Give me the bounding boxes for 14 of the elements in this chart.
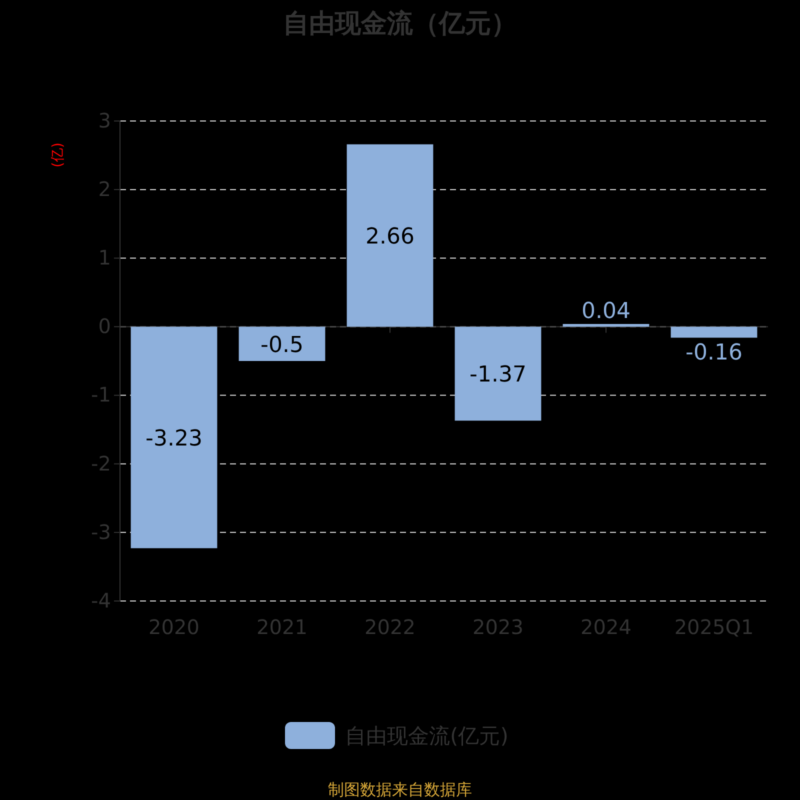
bar — [130, 326, 218, 548]
data-label: -1.37 — [470, 362, 526, 388]
data-label: 0.04 — [582, 298, 630, 324]
bar — [346, 144, 434, 327]
bar — [454, 326, 542, 421]
data-label: 2.66 — [366, 224, 414, 250]
data-label: -0.16 — [686, 340, 742, 366]
bar — [562, 324, 650, 327]
data-label: -3.23 — [146, 426, 202, 452]
y-axis-title: (亿) — [50, 142, 66, 168]
bar — [238, 326, 326, 361]
text: 制图数据来自数据库 — [328, 780, 472, 799]
data-label: -0.5 — [260, 332, 304, 358]
bar — [670, 326, 758, 338]
